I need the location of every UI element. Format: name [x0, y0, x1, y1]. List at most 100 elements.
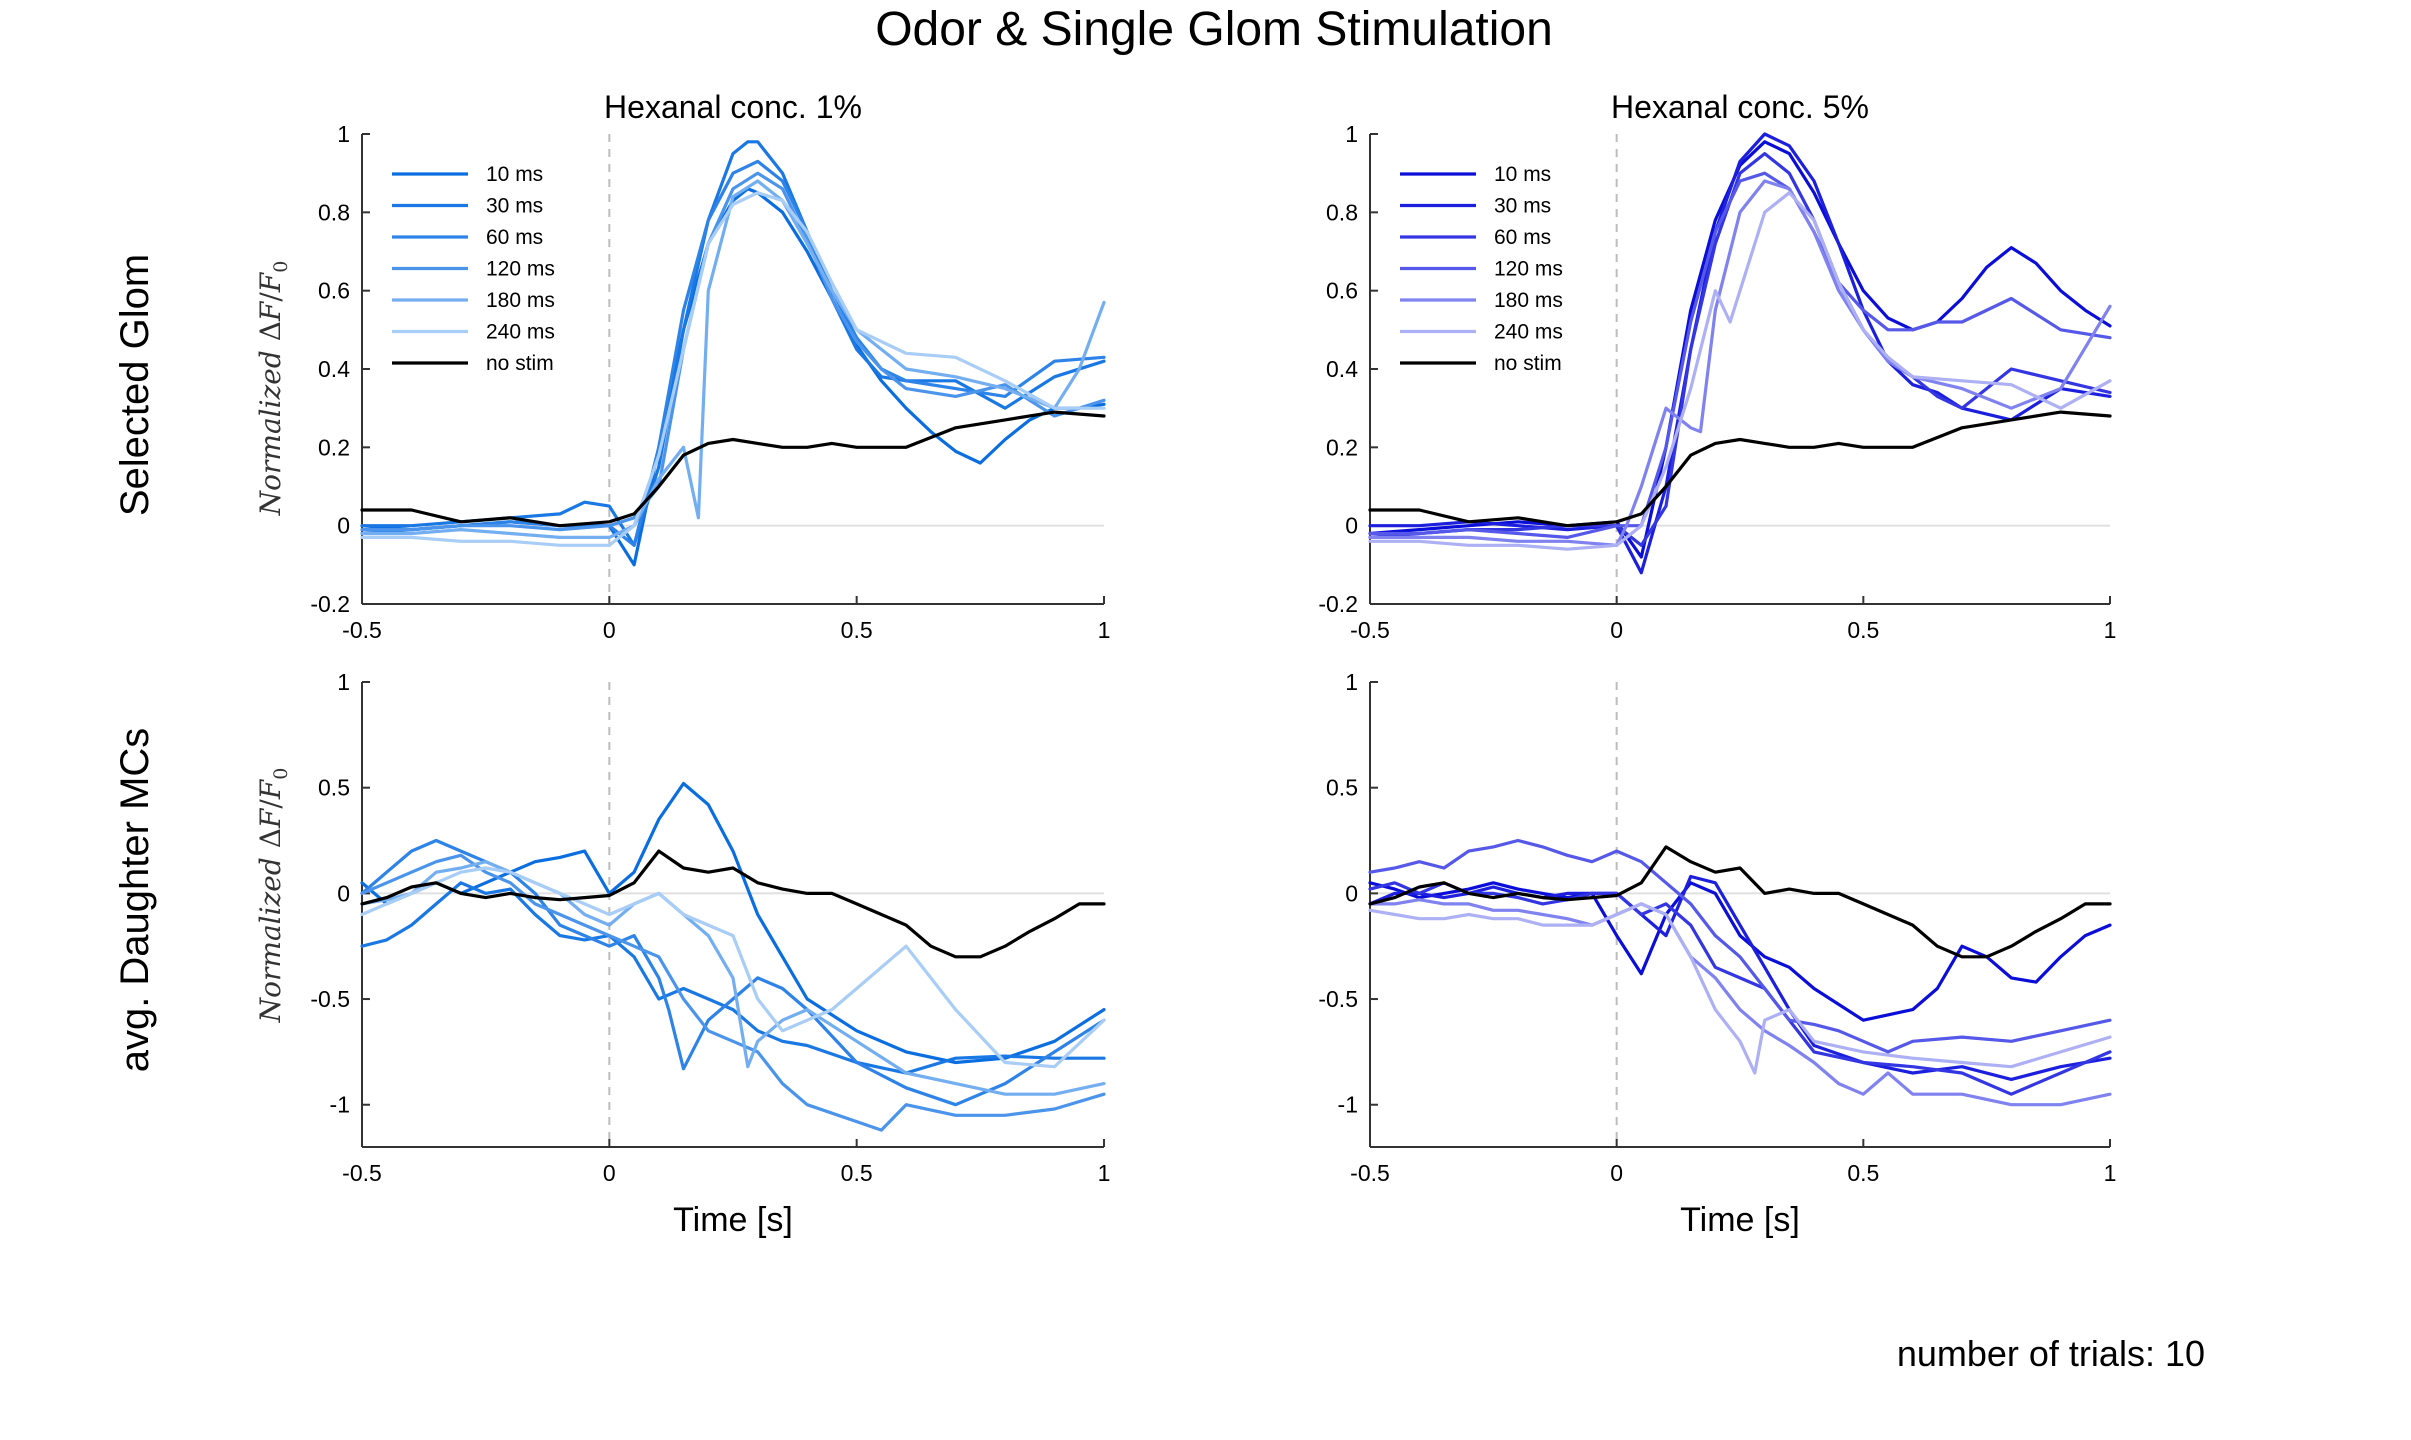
- ylabel-bottom-f0: F: [254, 778, 287, 800]
- x-tick-label: 0.5: [1847, 617, 1879, 643]
- x-tick-label: -0.5: [342, 617, 382, 643]
- legend-label: no stim: [1494, 352, 1562, 375]
- series-line-60-ms: [360, 838, 1106, 1107]
- series-line-180-ms: [360, 179, 1106, 540]
- trials-footer: number of trials: 10: [1897, 1333, 2205, 1374]
- x-tick-label: 1: [2104, 617, 2117, 643]
- series-line-60-ms: [1368, 881, 2112, 1096]
- y-tick-label: -1: [1338, 1092, 1358, 1118]
- legend-label: 30 ms: [1494, 195, 1551, 218]
- y-tick-label: 0: [1345, 513, 1358, 539]
- legend-label: 60 ms: [1494, 226, 1551, 249]
- x-tick-label: 0.5: [841, 617, 873, 643]
- series-line-240-ms: [1368, 191, 2112, 551]
- x-tick-label: 0.5: [841, 1160, 873, 1186]
- series-line-no-stim: [360, 849, 1106, 959]
- legend-label: 30 ms: [486, 195, 543, 218]
- x-tick-label: 1: [2104, 1160, 2117, 1186]
- y-tick-label: 0: [337, 880, 350, 906]
- y-tick-label: 0.5: [1326, 775, 1358, 801]
- x-tick-label: 0: [603, 617, 616, 643]
- series-line-180-ms: [1368, 898, 2112, 1107]
- y-tick-label: 0.4: [1326, 356, 1358, 382]
- legend-label: 120 ms: [1494, 258, 1563, 281]
- figure-title: Odor & Single Glom Stimulation: [875, 3, 1553, 56]
- series-line-120-ms: [1368, 838, 2112, 1054]
- col-title-1pct: Hexanal conc. 1%: [604, 89, 862, 125]
- ylabel-bottom-delta: Δ: [254, 828, 287, 848]
- ylabel-top-slash: /: [254, 292, 287, 302]
- ylabel-bottom-main: Normalized: [254, 848, 287, 1023]
- series-line-240-ms: [1368, 902, 2112, 1075]
- y-tick-label: 1: [337, 669, 350, 695]
- series-line-120-ms: [360, 853, 1106, 1132]
- ylabel-top-sub: 0: [270, 261, 292, 273]
- y-tick-label: 0.2: [1326, 434, 1358, 460]
- series-line-120-ms: [1368, 171, 2112, 540]
- y-tick-label: 0: [337, 513, 350, 539]
- series-line-no-stim: [1368, 845, 2112, 959]
- series-line-120-ms: [360, 171, 1106, 532]
- y-tick-label: 1: [1345, 669, 1358, 695]
- y-tick-label: 0.8: [318, 199, 350, 225]
- ylabel-bottom-f: F: [254, 807, 287, 829]
- panel-bottom-left: -0.5 0 0.5 1 -1 -0.5 0 0.5 1: [310, 669, 1110, 1186]
- series-line-240-ms: [360, 866, 1106, 1069]
- x-tick-label: 1: [1098, 617, 1111, 643]
- legend-label: 180 ms: [1494, 289, 1563, 312]
- series-line-10-ms: [360, 781, 1106, 1065]
- ylabel-top: Normalized ΔF/F0: [254, 261, 292, 517]
- ylabel-bottom: Normalized ΔF/F0: [254, 768, 292, 1024]
- series-line-240-ms: [360, 191, 1106, 547]
- panel-top-left: -0.5 0 0.5 1 -0.2 0 0.2 0.4 0.6 0.8 1 10 ms 30 ms 60 …: [310, 121, 1110, 643]
- x-tick-label: 0: [1610, 617, 1623, 643]
- col-title-5pct: Hexanal conc. 5%: [1611, 89, 1869, 125]
- legend-label: 60 ms: [486, 226, 543, 249]
- ylabel-bottom-slash: /: [254, 799, 287, 809]
- ylabel-top-main: Normalized: [254, 341, 287, 516]
- y-tick-label: -0.2: [1318, 591, 1358, 617]
- series-line-10-ms: [360, 187, 1106, 567]
- ylabel-top-delta: Δ: [254, 321, 287, 341]
- y-tick-label: 0.6: [1326, 278, 1358, 304]
- y-tick-label: 0.5: [318, 775, 350, 801]
- y-tick-label: 0.2: [318, 434, 350, 460]
- row-label-selected-glom: Selected Glom: [113, 254, 157, 516]
- series-line-60-ms: [1368, 152, 2112, 547]
- x-tick-label: 0: [603, 1160, 616, 1186]
- series-line-60-ms: [360, 159, 1106, 547]
- row-label-daughter-mcs: avg. Daughter MCs: [113, 728, 157, 1073]
- x-tick-label: 1: [1098, 1160, 1111, 1186]
- y-tick-label: 0.8: [1326, 199, 1358, 225]
- legend-label: 10 ms: [486, 163, 543, 186]
- series-line-no-stim: [1368, 410, 2112, 528]
- xlabel-left: Time [s]: [673, 1201, 793, 1239]
- ylabel-bottom-sub: 0: [270, 768, 292, 780]
- y-tick-label: -0.5: [310, 986, 350, 1012]
- legend-label: no stim: [486, 352, 554, 375]
- legend-label: 180 ms: [486, 289, 555, 312]
- ylabel-top-f: F: [254, 300, 287, 322]
- series-line-10-ms: [1368, 140, 2112, 559]
- y-tick-label: 1: [1345, 121, 1358, 147]
- x-tick-label: 0: [1610, 1160, 1623, 1186]
- series-line-30-ms: [1368, 132, 2112, 575]
- legend-label: 240 ms: [1494, 321, 1563, 344]
- y-tick-label: 0.6: [318, 278, 350, 304]
- x-tick-label: -0.5: [1350, 1160, 1390, 1186]
- y-tick-label: 1: [337, 121, 350, 147]
- panel-top-right: -0.5 0 0.5 1 -0.2 0 0.2 0.4 0.6 0.8 1 10 ms 30 ms 60 …: [1318, 121, 2116, 643]
- y-tick-label: -0.5: [1318, 986, 1358, 1012]
- series-line-no-stim: [360, 410, 1106, 528]
- y-tick-label: 0: [1345, 880, 1358, 906]
- x-tick-label: 0.5: [1847, 1160, 1879, 1186]
- series-line-10-ms: [1368, 881, 2112, 1022]
- legend-label: 240 ms: [486, 321, 555, 344]
- panel-bottom-right: -0.5 0 0.5 1 -1 -0.5 0 0.5 1: [1318, 669, 2116, 1186]
- xlabel-right: Time [s]: [1680, 1201, 1800, 1239]
- x-tick-label: -0.5: [342, 1160, 382, 1186]
- y-tick-label: -1: [330, 1092, 350, 1118]
- y-tick-label: 0.4: [318, 356, 350, 382]
- legend-label: 120 ms: [486, 258, 555, 281]
